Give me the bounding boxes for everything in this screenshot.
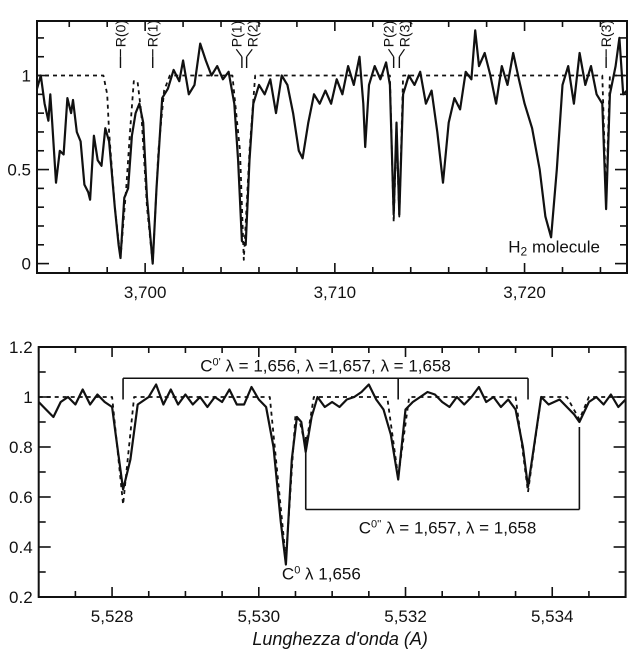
line-marker-connector [388, 48, 395, 58]
y-tick-label: 0.2 [9, 588, 33, 607]
y-tick-label: 0.5 [7, 161, 31, 180]
label-part: C [359, 519, 371, 538]
transition-label: R(2) [244, 20, 260, 47]
x-tick-label: 3,710 [314, 283, 357, 302]
y-tick-label: 1 [22, 67, 31, 86]
h2-label-part: molecule [527, 237, 600, 256]
h2-spectrum-panel: 3,700 3,710 3,720 0 0.5 1 R(0) R(1) P(1) R(2) P(2)… [7, 20, 628, 302]
y-tick-label: 1.2 [9, 338, 33, 357]
line-marker-connector [398, 48, 405, 58]
x-tick-label: 5,530 [238, 607, 281, 626]
label-part: λ = 1,656, λ =1,657, λ = 1,658 [221, 356, 451, 375]
x-tick-label: 5,528 [91, 607, 134, 626]
h2-label-part: 2 [521, 244, 528, 258]
transition-label: P(1) [228, 21, 244, 47]
label-part: C [200, 356, 212, 375]
h2-molecule-label: H2 molecule [508, 237, 600, 258]
model-fit-dashed-line [38, 396, 626, 561]
y-tick-label: 0.8 [9, 438, 33, 457]
line-marker-connector [235, 48, 243, 58]
transition-label: P(2) [381, 21, 397, 47]
y-tick-label: 0 [22, 255, 31, 274]
label-part: λ 1,656 [300, 565, 361, 584]
transition-label: R(1) [145, 20, 161, 47]
label-part: 0 [294, 565, 300, 577]
h2-label-part: H [508, 237, 520, 256]
lower-bracket-label: C0'' λ = 1,657, λ = 1,658 [359, 519, 537, 538]
x-tick-label: 3,700 [124, 283, 167, 302]
main-line-label: C0 λ 1,656 [282, 565, 361, 584]
label-part: λ = 1,657, λ = 1,658 [381, 519, 536, 538]
y-tick-label: 1 [23, 388, 32, 407]
plot-frame [36, 20, 628, 274]
label-part: 0' [213, 356, 221, 368]
transition-label: R(3) [598, 20, 614, 47]
x-tick-label: 3,720 [503, 283, 546, 302]
label-part: 0'' [371, 519, 381, 531]
transition-label: R(3) [397, 20, 413, 47]
upper-bracket-label: C0' λ = 1,656, λ =1,657, λ = 1,658 [200, 356, 451, 375]
observed-spectrum-line [35, 29, 628, 265]
y-tick-label: 0.6 [9, 488, 33, 507]
x-tick-label: 5,532 [384, 607, 427, 626]
x-tick-label: 5,534 [531, 607, 574, 626]
line-marker-connector [246, 48, 253, 58]
x-axis-label: Lunghezza d'onda (A) [252, 629, 428, 649]
y-tick-label: 0.4 [9, 538, 33, 557]
model-fit-dashed-line [37, 74, 627, 265]
label-part: C [282, 565, 294, 584]
transition-label: R(0) [113, 20, 129, 47]
carbon-spectrum-panel: 5,528 5,530 5,532 5,534 0.2 0.4 0.6 0.8 1 1.2 Lung… [9, 338, 627, 649]
